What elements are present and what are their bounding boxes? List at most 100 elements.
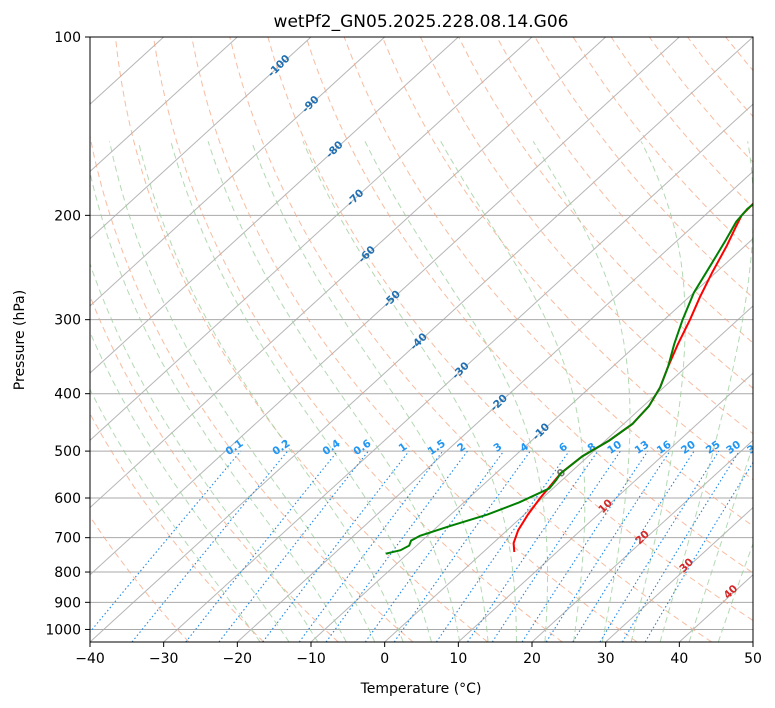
mixing-ratio-label: 25	[704, 439, 723, 457]
x-tick-label: 10	[449, 651, 467, 667]
x-tick-label: 0	[380, 651, 389, 667]
y-tick-label: 300	[54, 313, 81, 329]
dewpoint-profile	[385, 202, 753, 555]
mixing-ratio-line-10	[491, 450, 621, 642]
moist-adiabat-24	[440, 141, 586, 642]
mixing-ratio-line-25	[599, 450, 720, 642]
mixing-ratio-line-16	[545, 450, 671, 642]
mixing-ratio-line-2	[325, 450, 468, 642]
dry-adiabat-60	[305, 37, 753, 574]
mixing-ratio-label: 0.1	[224, 437, 246, 458]
y-tick-label: 900	[54, 595, 81, 611]
mixing-ratio-line-0.2	[131, 450, 289, 642]
moist-adiabat-4	[170, 141, 432, 642]
isotherm-20	[531, 439, 753, 642]
x-tick-label: 20	[523, 651, 541, 667]
isotherm--30	[163, 103, 753, 642]
x-tick-label: −10	[296, 651, 326, 667]
dry-adiabat-130	[572, 37, 753, 254]
mixing-ratio-line-0.1	[90, 450, 242, 633]
dry-adiabat--20	[90, 412, 264, 642]
dry-adiabat-70	[343, 37, 753, 527]
mixing-ratio-label: 1	[397, 441, 410, 455]
mixing-ratio-label: 0.2	[270, 437, 292, 458]
isotherm--50	[90, 37, 680, 576]
x-tick-label: −20	[223, 651, 253, 667]
moist-adiabat-44	[717, 542, 753, 642]
x-axis-label: Temperature (°C)	[360, 681, 482, 697]
isotherm--40	[90, 37, 753, 642]
moist-adiabat-label: 20	[633, 528, 652, 547]
mixing-ratio-line-1.5	[298, 450, 444, 642]
x-tick-label: −30	[149, 651, 179, 667]
mixing-ratio-label: 2	[455, 441, 468, 455]
mixing-ratio-line-4	[393, 450, 531, 642]
dry-adiabat-140	[610, 37, 753, 209]
mixing-ratio-line-20	[572, 450, 695, 642]
y-tick-label: 800	[54, 565, 81, 581]
dry-adiabat-label: -100	[266, 53, 293, 80]
dry-adiabat-120	[534, 37, 753, 299]
moist-adiabat-12	[251, 141, 489, 642]
isotherm--70	[90, 37, 533, 442]
isotherm--90	[90, 37, 386, 307]
mixing-ratio-line-6	[435, 450, 570, 642]
moist-adiabat-32	[630, 141, 686, 642]
isotherm-0	[384, 305, 753, 642]
plot-frame	[89, 36, 754, 643]
y-tick-label: 500	[54, 444, 81, 460]
moist-adiabat-28	[532, 141, 631, 642]
dry-adiabat-100	[458, 37, 753, 389]
y-tick-label: 600	[54, 491, 81, 507]
temperature-profile	[512, 202, 753, 553]
mixing-ratio-label: 0.6	[351, 437, 373, 458]
mixing-ratio-label: 3	[491, 441, 504, 455]
dry-adiabat-90	[420, 37, 753, 435]
dry-adiabat-150	[648, 37, 753, 163]
x-tick-label: 30	[597, 651, 615, 667]
y-tick-label: 200	[54, 208, 81, 224]
mixing-ratio-line-8	[467, 450, 599, 642]
mixing-ratio-label: 16	[655, 439, 674, 457]
y-tick-label: 700	[54, 531, 81, 547]
isotherm-50	[752, 641, 753, 642]
isotherm-10	[457, 372, 753, 642]
x-tick-label: 50	[744, 651, 762, 667]
isotherm--20	[236, 170, 753, 642]
mixing-ratio-label: 20	[679, 439, 698, 457]
dry-adiabat--10	[90, 294, 339, 642]
moist-adiabat-0	[137, 141, 404, 642]
dry-adiabat-110	[496, 37, 753, 344]
dry-adiabat-160	[687, 37, 753, 118]
mixing-ratio-line-1	[262, 450, 410, 642]
y-tick-label: 1000	[45, 622, 81, 638]
dry-adiabat-50	[267, 37, 753, 622]
isotherm--10	[310, 237, 753, 642]
moist-adiabat-36	[659, 141, 753, 642]
y-axis-label: Pressure (hPa)	[12, 290, 28, 390]
x-tick-label: −40	[75, 651, 105, 667]
mixing-ratio-line-0.6	[218, 450, 369, 642]
isotherm--110	[90, 37, 238, 173]
mixing-ratio-label: 0.4	[320, 437, 342, 458]
y-tick-label: 100	[54, 30, 81, 46]
mixing-ratio-label: 13	[633, 439, 652, 457]
dry-adiabat-170	[725, 37, 753, 72]
chart-title: wetPf2_GN05.2025.228.08.14.G06	[274, 12, 569, 32]
grid-layer	[90, 37, 753, 642]
isotherm--60	[90, 37, 607, 509]
dry-adiabat-10	[114, 37, 488, 642]
mixing-ratio-label: 1.5	[426, 437, 448, 458]
mixing-ratio-line-13	[521, 450, 649, 642]
moist-adiabat--8	[90, 170, 347, 642]
moist-adiabat-16	[302, 141, 517, 642]
dry-adiabat-40	[229, 37, 712, 642]
moist-adiabat-label: 40	[721, 583, 740, 602]
dry-adiabat-80	[381, 37, 753, 481]
mixing-ratio-label: 6	[557, 441, 570, 455]
y-axis: 100 200 300 400 500 600 700 800 900 1000	[45, 30, 90, 638]
moist-adiabat-40	[688, 443, 753, 642]
moist-adiabat-20	[364, 141, 548, 642]
y-tick-label: 400	[54, 387, 81, 403]
